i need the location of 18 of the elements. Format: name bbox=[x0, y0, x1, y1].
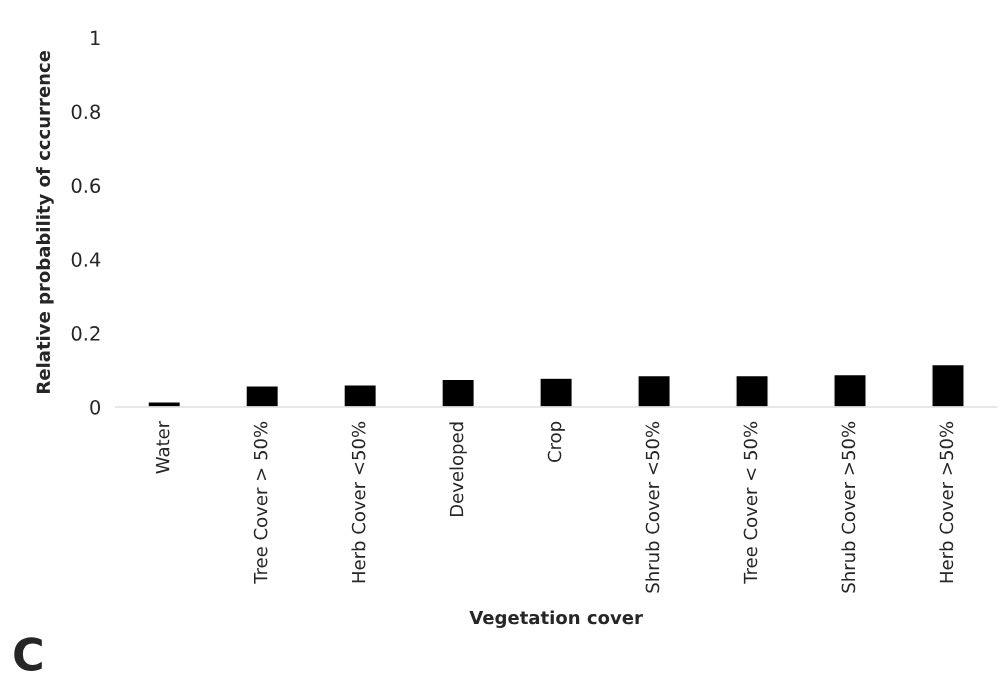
text: C bbox=[14, 637, 42, 671]
x-axis-title: Vegetation cover bbox=[469, 610, 643, 628]
x-tick-label: Crop bbox=[547, 421, 565, 462]
y-tick-label: 0.6 bbox=[71, 178, 101, 194]
x-tick-label: Water bbox=[156, 420, 170, 474]
y-tick-label: 0.8 bbox=[71, 104, 101, 120]
y-tick-label: 1 bbox=[91, 30, 100, 46]
x-tick-label: Shrub Cover <50% bbox=[645, 421, 660, 593]
x-tick-label: Shrub Cover >50% bbox=[841, 421, 856, 593]
x-tick-label: Tree Cover > 50% bbox=[253, 421, 268, 584]
x-tick-label: Developed bbox=[449, 422, 467, 516]
y-tick-label: 0.2 bbox=[71, 326, 100, 341]
x-tick-label: Herb Cover >50% bbox=[939, 421, 954, 583]
x-tick-label: Herb Cover <50% bbox=[351, 421, 366, 583]
y-tick-label: 0.4 bbox=[71, 252, 101, 267]
y-tick-label: 0 bbox=[90, 399, 101, 415]
y-axis-title: Relative probability of cccurrence bbox=[36, 50, 54, 393]
x-tick-label: Tree Cover < 50% bbox=[743, 421, 758, 584]
